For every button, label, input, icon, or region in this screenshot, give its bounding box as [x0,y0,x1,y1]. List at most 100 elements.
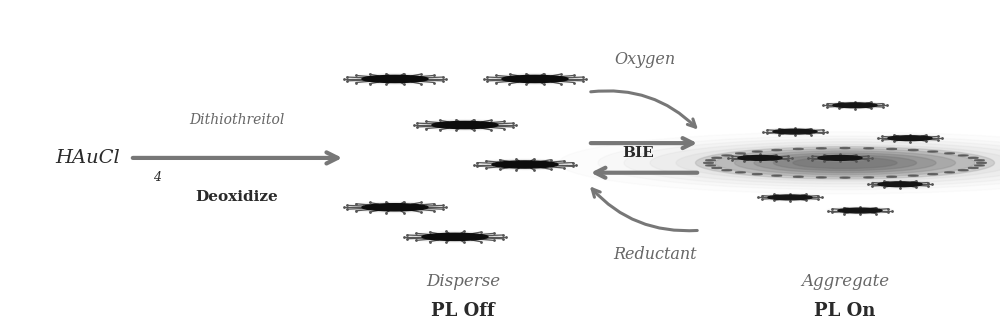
Ellipse shape [830,103,880,108]
Ellipse shape [864,148,874,149]
Ellipse shape [818,156,862,160]
Ellipse shape [875,182,925,187]
Ellipse shape [706,160,716,161]
Ellipse shape [770,129,820,134]
Ellipse shape [734,151,956,175]
Ellipse shape [772,175,782,176]
Ellipse shape [703,162,713,164]
Text: PL On: PL On [814,302,876,320]
Ellipse shape [840,147,850,149]
Ellipse shape [772,149,782,151]
Ellipse shape [476,159,574,170]
Text: BIE: BIE [622,146,654,160]
Ellipse shape [835,208,885,213]
Ellipse shape [486,74,584,84]
Ellipse shape [761,194,819,200]
Ellipse shape [357,75,433,83]
Ellipse shape [888,136,932,140]
Ellipse shape [833,103,877,108]
Ellipse shape [357,203,433,211]
Text: Reductant: Reductant [613,246,697,264]
Ellipse shape [427,121,503,129]
Ellipse shape [432,121,498,129]
Ellipse shape [976,162,986,164]
Ellipse shape [908,175,918,176]
Text: Aggregate: Aggregate [801,273,889,290]
Ellipse shape [362,204,428,211]
Ellipse shape [974,165,984,166]
Ellipse shape [650,142,1000,184]
Text: Dithiothreitol: Dithiothreitol [189,113,285,127]
Ellipse shape [416,120,514,130]
Ellipse shape [706,165,716,166]
Ellipse shape [754,153,936,173]
Ellipse shape [752,174,762,175]
Ellipse shape [346,202,444,213]
Ellipse shape [793,157,897,168]
Ellipse shape [840,177,850,178]
Ellipse shape [757,194,823,201]
Ellipse shape [887,148,897,149]
Ellipse shape [811,155,869,161]
Ellipse shape [928,174,938,175]
Ellipse shape [735,172,745,173]
Ellipse shape [712,167,722,168]
Ellipse shape [974,160,984,161]
Ellipse shape [482,160,568,169]
Ellipse shape [624,139,1000,187]
Ellipse shape [492,74,578,84]
Ellipse shape [773,129,817,134]
Ellipse shape [722,170,732,171]
Ellipse shape [735,155,785,161]
Ellipse shape [928,151,938,152]
Ellipse shape [731,155,789,161]
Ellipse shape [815,155,865,161]
Ellipse shape [827,207,893,214]
Ellipse shape [598,136,1000,190]
Ellipse shape [412,232,498,241]
Ellipse shape [492,161,558,168]
Ellipse shape [762,128,828,135]
Ellipse shape [738,156,782,160]
Ellipse shape [766,129,824,135]
Ellipse shape [487,161,563,168]
Ellipse shape [807,154,873,162]
Ellipse shape [406,232,505,242]
Ellipse shape [793,148,803,149]
Text: Disperse: Disperse [426,273,500,290]
Ellipse shape [422,233,488,240]
Ellipse shape [362,75,428,83]
Ellipse shape [864,177,874,178]
Ellipse shape [945,153,955,154]
Ellipse shape [497,75,573,83]
Text: HAuCl: HAuCl [55,149,120,167]
Ellipse shape [722,155,732,156]
Ellipse shape [968,157,978,158]
Ellipse shape [417,233,493,241]
Ellipse shape [887,176,897,177]
Ellipse shape [676,144,1000,181]
Ellipse shape [816,148,826,149]
Ellipse shape [908,149,918,151]
Ellipse shape [881,135,939,141]
Ellipse shape [877,135,943,142]
Ellipse shape [945,172,955,173]
Text: Oxygen: Oxygen [614,51,676,68]
Ellipse shape [502,75,568,83]
Ellipse shape [968,167,978,168]
Ellipse shape [715,149,975,177]
Ellipse shape [346,74,444,84]
Ellipse shape [867,181,933,188]
Ellipse shape [793,176,803,177]
Ellipse shape [816,177,826,178]
Ellipse shape [885,136,935,141]
Text: 4: 4 [153,171,161,184]
Ellipse shape [752,151,762,152]
Text: PL Off: PL Off [431,302,495,320]
Ellipse shape [878,182,922,187]
Ellipse shape [768,195,812,200]
Ellipse shape [958,155,968,156]
Ellipse shape [352,74,438,84]
Ellipse shape [838,208,882,213]
Ellipse shape [352,203,438,212]
